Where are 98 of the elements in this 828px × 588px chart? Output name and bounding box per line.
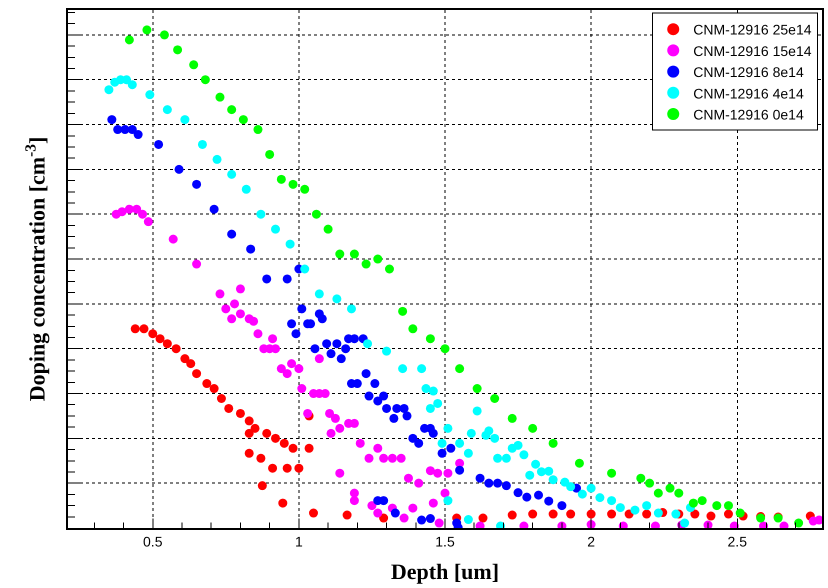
point <box>794 518 804 528</box>
point <box>712 501 722 510</box>
point <box>408 324 418 334</box>
point <box>202 379 212 388</box>
point <box>288 180 298 189</box>
legend-label: CNM-12916 15e14 <box>693 42 812 59</box>
point <box>276 174 286 184</box>
x-axis-title: Depth [um] <box>390 558 500 584</box>
point <box>300 184 310 194</box>
point <box>186 359 196 368</box>
point <box>250 424 260 433</box>
point <box>574 458 584 468</box>
point <box>236 408 245 418</box>
point <box>607 468 616 478</box>
point <box>210 384 219 394</box>
point <box>200 75 210 84</box>
x-tick-label: 1 <box>294 534 303 550</box>
point <box>312 210 321 219</box>
legend-label: CNM-12916 4e14 <box>693 85 804 102</box>
point <box>455 364 464 374</box>
point <box>674 488 684 498</box>
point <box>490 394 500 403</box>
point <box>350 250 359 259</box>
point <box>130 324 140 334</box>
point <box>478 514 488 523</box>
point <box>215 92 224 102</box>
point <box>244 428 254 438</box>
legend-label: CNM-12916 25e14 <box>693 22 812 38</box>
legend-label: CNM-12916 0e14 <box>693 106 804 122</box>
point <box>124 35 134 44</box>
point <box>244 416 254 426</box>
point <box>262 428 272 438</box>
x-tick-label: 0.5 <box>143 534 163 550</box>
point <box>180 354 190 364</box>
point <box>528 510 538 519</box>
point <box>148 329 158 338</box>
point <box>294 464 304 473</box>
point <box>688 498 698 508</box>
point <box>379 514 388 523</box>
point <box>268 464 278 473</box>
point <box>642 510 652 519</box>
point <box>238 115 248 124</box>
point <box>278 498 288 508</box>
point <box>362 260 371 269</box>
point <box>384 264 394 274</box>
point <box>256 454 266 463</box>
point <box>288 444 298 453</box>
legend-label: CNM-12916 8e14 <box>693 64 804 80</box>
point <box>724 510 733 519</box>
point <box>304 444 314 453</box>
point <box>160 30 169 40</box>
point <box>528 424 538 433</box>
point <box>271 434 280 443</box>
point <box>282 464 292 473</box>
x-tick-label: 1.5 <box>435 534 455 550</box>
point <box>189 60 198 70</box>
x-tick-label: 2 <box>587 534 596 550</box>
point <box>244 448 254 458</box>
point <box>566 510 576 519</box>
point <box>666 484 675 493</box>
point <box>173 45 182 54</box>
point <box>227 105 236 114</box>
point <box>280 438 289 448</box>
point <box>706 512 716 521</box>
point <box>508 510 517 520</box>
point <box>607 510 616 519</box>
x-tick-label: 2.5 <box>728 534 748 550</box>
point <box>142 25 152 34</box>
point <box>172 344 181 354</box>
point <box>698 496 707 506</box>
point <box>253 125 262 134</box>
point <box>265 150 274 159</box>
point <box>736 508 745 518</box>
point <box>508 414 517 423</box>
point <box>324 224 333 234</box>
point <box>258 481 267 490</box>
point <box>162 339 172 348</box>
point <box>398 306 408 316</box>
point <box>139 324 148 334</box>
point <box>224 404 234 413</box>
point <box>548 438 558 448</box>
point <box>724 501 733 510</box>
point <box>440 344 450 354</box>
point <box>342 510 352 520</box>
point <box>654 488 663 498</box>
point <box>586 510 596 519</box>
point <box>690 510 700 519</box>
point <box>645 478 654 488</box>
point <box>335 250 344 259</box>
point <box>373 254 382 264</box>
point <box>472 384 482 394</box>
point <box>216 394 226 403</box>
point <box>192 369 202 378</box>
point <box>548 510 558 519</box>
point <box>426 334 435 344</box>
point <box>308 508 318 518</box>
point <box>156 334 165 344</box>
point <box>636 474 646 483</box>
